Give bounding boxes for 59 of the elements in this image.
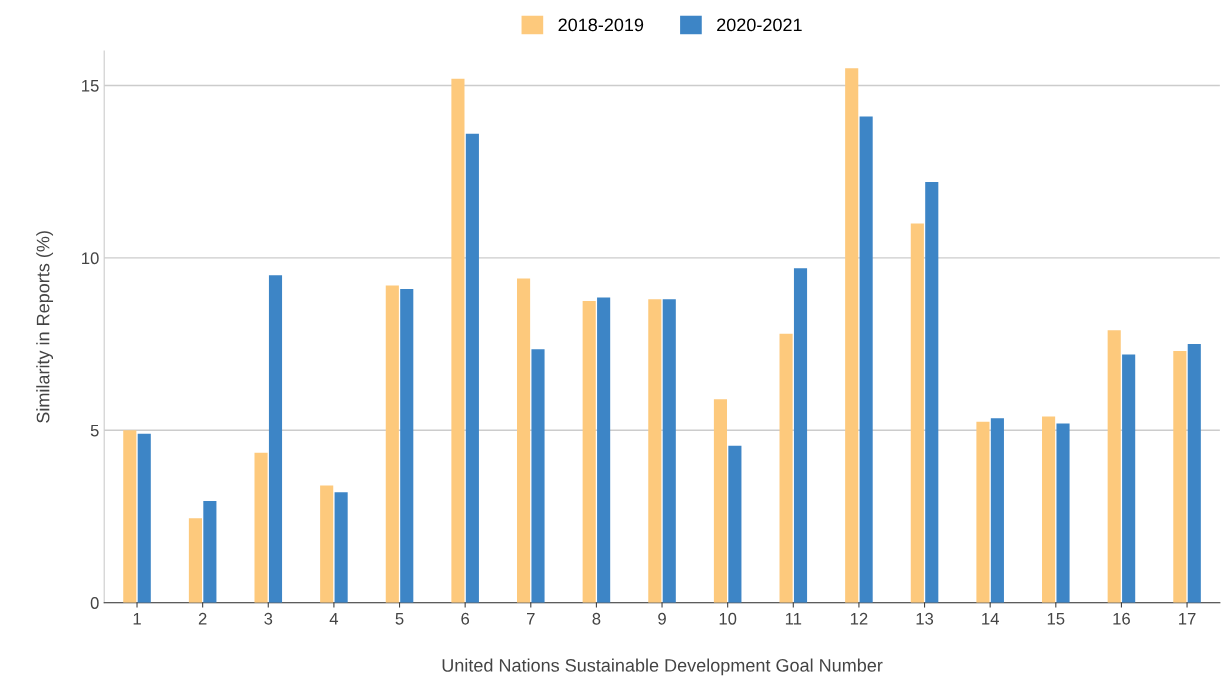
bar (465, 133, 479, 603)
legend-label: 2020-2021 (717, 18, 802, 32)
bar (976, 421, 990, 603)
x-tick-label: 16 (1113, 612, 1130, 625)
bar (925, 182, 939, 603)
bar (1056, 423, 1070, 603)
bar (123, 430, 137, 603)
x-tick-label: 14 (982, 613, 999, 625)
bar (1042, 416, 1056, 603)
x-tick-label: 4 (329, 613, 339, 625)
bar (910, 223, 924, 603)
bar (859, 116, 873, 603)
y-tick-label: 10 (82, 252, 99, 265)
bar (531, 349, 545, 603)
bar (451, 78, 465, 603)
bar (517, 278, 531, 603)
x-tick-label: 1 (133, 613, 141, 625)
x-tick-label: 7 (527, 613, 535, 625)
bar (597, 297, 611, 603)
bar (254, 452, 268, 603)
bar (334, 492, 348, 603)
bar (1107, 330, 1121, 603)
bar (662, 299, 676, 603)
x-tick-label: 12 (850, 612, 868, 625)
bar (779, 333, 793, 603)
bar (728, 445, 742, 603)
x-tick-label: 13 (916, 612, 934, 625)
x-tick-label: 8 (592, 612, 601, 625)
y-axis-title: Similarity in Reports (%) (36, 231, 54, 423)
bar (648, 299, 662, 603)
x-axis-title: United Nations Sustainable Development Goal Number (442, 658, 883, 676)
bar (320, 485, 334, 603)
x-tick-label: 17 (1179, 613, 1196, 625)
bar (990, 418, 1004, 603)
bar (188, 518, 202, 603)
bar (137, 433, 151, 603)
bar (385, 285, 399, 603)
y-tick-label: 15 (82, 80, 99, 92)
x-tick-label: 9 (658, 612, 666, 625)
x-tick-label: 3 (264, 612, 273, 625)
x-tick-label: 6 (461, 612, 470, 625)
bar (203, 500, 217, 603)
x-tick-label: 10 (719, 612, 737, 625)
bar (582, 301, 596, 603)
bar (1187, 344, 1201, 603)
bar (793, 268, 808, 603)
legend-label: 2018-2019 (558, 18, 644, 32)
x-tick-label: 2 (198, 612, 207, 625)
bar (845, 68, 859, 603)
bar (713, 399, 728, 603)
y-tick-label: 5 (90, 424, 99, 437)
bar (1122, 354, 1136, 603)
x-tick-label: 5 (395, 613, 404, 625)
x-tick-label: 15 (1047, 613, 1065, 625)
bar (1173, 351, 1187, 603)
x-tick-label: 11 (785, 613, 802, 625)
y-tick-label: 0 (90, 597, 99, 609)
bar (268, 275, 283, 603)
bar (400, 288, 414, 603)
